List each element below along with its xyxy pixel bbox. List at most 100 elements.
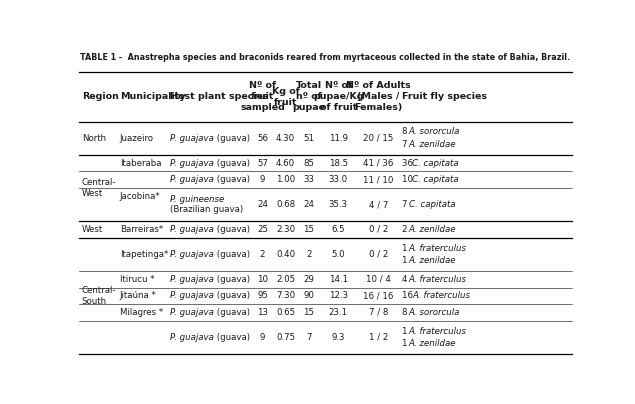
Text: 6.5: 6.5	[331, 225, 345, 234]
Text: P. guajava: P. guajava	[170, 250, 214, 259]
Text: A. zenildae: A. zenildae	[409, 225, 457, 234]
Text: 33: 33	[303, 175, 314, 184]
Text: (guava): (guava)	[214, 275, 250, 284]
Text: Central-
South: Central- South	[82, 286, 116, 305]
Text: Nº of Adults
(Males /
Females): Nº of Adults (Males / Females)	[346, 82, 411, 112]
Text: 4 / 7: 4 / 7	[369, 200, 388, 209]
Text: 0.40: 0.40	[276, 250, 295, 259]
Text: 20 / 15: 20 / 15	[363, 134, 394, 143]
Text: Itirucu *: Itirucu *	[120, 275, 154, 284]
Text: 7: 7	[402, 200, 410, 209]
Text: 0.75: 0.75	[276, 333, 295, 342]
Text: (Brazilian guava): (Brazilian guava)	[170, 205, 244, 214]
Text: A. sororcula: A. sororcula	[409, 308, 460, 317]
Text: 10: 10	[257, 275, 268, 284]
Text: 16: 16	[402, 291, 415, 300]
Text: C. capitata: C. capitata	[412, 175, 459, 184]
Text: Itapetinga*: Itapetinga*	[120, 250, 168, 259]
Text: (guava): (guava)	[214, 250, 250, 259]
Text: TABLE 1 -  Anastrepha species and braconids reared from myrtaceous collected in : TABLE 1 - Anastrepha species and braconi…	[81, 53, 570, 62]
Text: P. guajava: P. guajava	[170, 225, 214, 234]
Text: Juazeiro: Juazeiro	[120, 134, 154, 143]
Text: Barreiras*: Barreiras*	[120, 225, 163, 234]
Text: 51: 51	[303, 134, 314, 143]
Text: C. capitata: C. capitata	[409, 200, 455, 209]
Text: (guava): (guava)	[214, 333, 250, 342]
Text: A. fraterculus: A. fraterculus	[409, 244, 467, 252]
Text: 11 / 10: 11 / 10	[363, 175, 394, 184]
Text: 5.0: 5.0	[331, 250, 345, 259]
Text: Municipality: Municipality	[120, 92, 185, 101]
Text: 36: 36	[402, 159, 415, 168]
Text: 29: 29	[304, 275, 314, 284]
Text: Fruit fly species: Fruit fly species	[402, 92, 486, 101]
Text: 24: 24	[257, 200, 268, 209]
Text: 11.9: 11.9	[329, 134, 348, 143]
Text: 7.30: 7.30	[276, 291, 295, 300]
Text: 10 / 4: 10 / 4	[366, 275, 391, 284]
Text: A. sororcula: A. sororcula	[409, 127, 460, 137]
Text: 0.68: 0.68	[276, 200, 295, 209]
Text: 1.00: 1.00	[276, 175, 295, 184]
Text: 57: 57	[257, 159, 268, 168]
Text: 9.3: 9.3	[331, 333, 345, 342]
Text: Milagres *: Milagres *	[120, 308, 163, 317]
Text: 8: 8	[402, 308, 410, 317]
Text: A. fraterculus: A. fraterculus	[409, 275, 467, 284]
Text: 8: 8	[402, 127, 410, 137]
Text: 10: 10	[402, 175, 415, 184]
Text: 33.0: 33.0	[329, 175, 348, 184]
Text: (guava): (guava)	[214, 308, 250, 317]
Text: Itaberaba: Itaberaba	[120, 159, 161, 168]
Text: 0 / 2: 0 / 2	[369, 250, 388, 259]
Text: P. guajava: P. guajava	[170, 175, 214, 184]
Text: P. guineense: P. guineense	[170, 196, 225, 204]
Text: P. guajava: P. guajava	[170, 275, 214, 284]
Text: Region: Region	[82, 92, 119, 101]
Text: Jacobina*: Jacobina*	[120, 192, 161, 201]
Text: Host plant species: Host plant species	[170, 92, 269, 101]
Text: P. guajava: P. guajava	[170, 333, 214, 342]
Text: Kg of
fruit: Kg of fruit	[272, 87, 300, 107]
Text: P. guajava: P. guajava	[170, 159, 214, 168]
Text: 18.5: 18.5	[329, 159, 348, 168]
Text: 2: 2	[402, 225, 410, 234]
Text: 23.1: 23.1	[329, 308, 348, 317]
Text: Total
nº of
pupae: Total nº of pupae	[292, 82, 325, 112]
Text: Nº of
fruit
sampled: Nº of fruit sampled	[240, 82, 285, 112]
Text: P. guajava: P. guajava	[170, 134, 214, 143]
Text: 16 / 16: 16 / 16	[363, 291, 394, 300]
Text: 4.30: 4.30	[276, 134, 295, 143]
Text: (guava): (guava)	[214, 225, 250, 234]
Text: (guava): (guava)	[214, 134, 250, 143]
Text: 12.3: 12.3	[329, 291, 348, 300]
Text: 15: 15	[303, 308, 314, 317]
Text: 7: 7	[306, 333, 311, 342]
Text: A. zenildae: A. zenildae	[409, 140, 457, 149]
Text: 1 / 2: 1 / 2	[369, 333, 388, 342]
Text: 4.60: 4.60	[276, 159, 295, 168]
Text: 41 / 36: 41 / 36	[363, 159, 394, 168]
Text: Central-
West: Central- West	[82, 178, 116, 198]
Text: 56: 56	[257, 134, 268, 143]
Text: 1: 1	[402, 326, 410, 336]
Text: North: North	[82, 134, 106, 143]
Text: 2: 2	[306, 250, 311, 259]
Text: 25: 25	[257, 225, 268, 234]
Text: 0.65: 0.65	[276, 308, 295, 317]
Text: A. fraterculus: A. fraterculus	[412, 291, 471, 300]
Text: 0 / 2: 0 / 2	[369, 225, 388, 234]
Text: P. guajava: P. guajava	[170, 291, 214, 300]
Text: A. zenildae: A. zenildae	[409, 339, 457, 348]
Text: 4: 4	[402, 275, 410, 284]
Text: A. fraterculus: A. fraterculus	[409, 326, 467, 336]
Text: Jitaúna *: Jitaúna *	[120, 291, 156, 300]
Text: 85: 85	[303, 159, 314, 168]
Text: 2.30: 2.30	[276, 225, 295, 234]
Text: (guava): (guava)	[214, 291, 250, 300]
Text: A. zenildae: A. zenildae	[409, 256, 457, 265]
Text: 13: 13	[257, 308, 268, 317]
Text: (guava): (guava)	[214, 159, 250, 168]
Text: 7 / 8: 7 / 8	[369, 308, 388, 317]
Text: 1: 1	[402, 244, 410, 252]
